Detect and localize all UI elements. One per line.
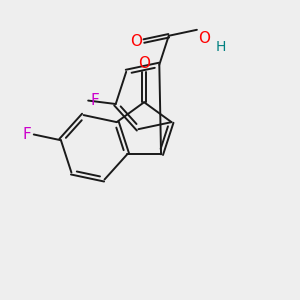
Text: O: O: [130, 34, 142, 49]
Text: F: F: [23, 127, 32, 142]
Text: F: F: [91, 93, 99, 108]
Text: H: H: [215, 40, 226, 54]
Text: O: O: [138, 56, 150, 71]
Text: O: O: [198, 31, 210, 46]
